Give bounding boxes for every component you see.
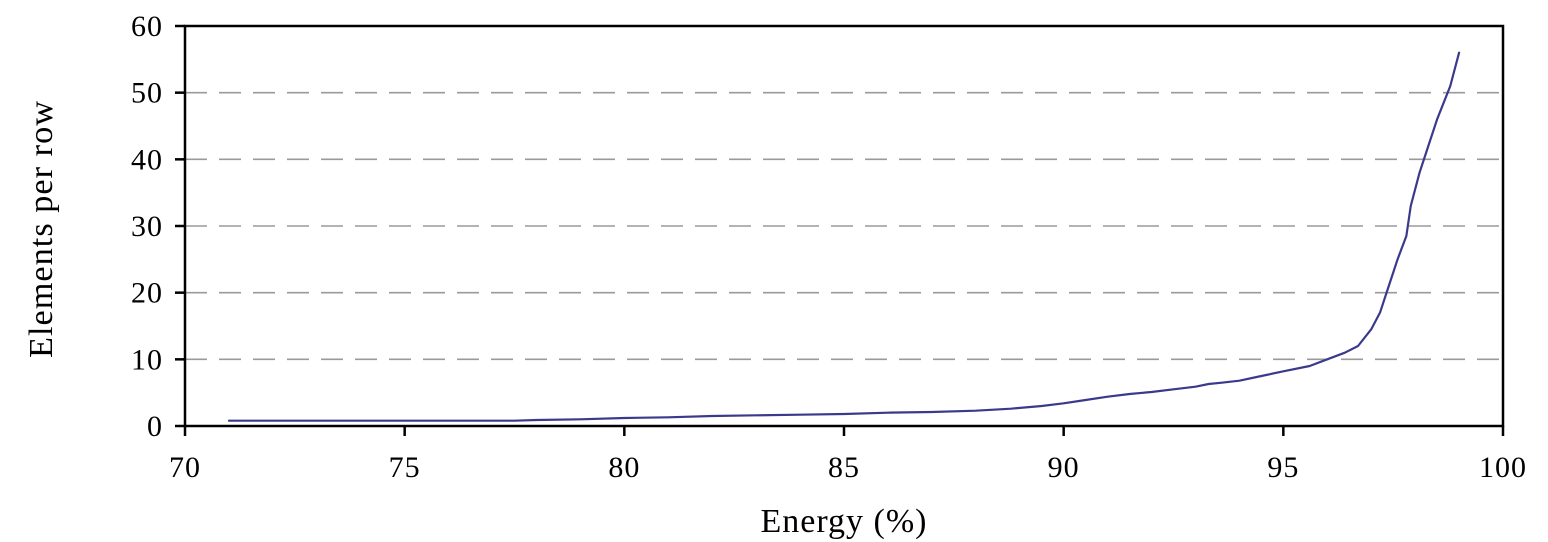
y-tick-label: 50 [131, 77, 163, 110]
y-tick-label: 20 [131, 277, 163, 310]
x-tick-label: 90 [1048, 451, 1080, 484]
y-tick-label: 0 [147, 410, 163, 443]
x-tick-label: 75 [389, 451, 421, 484]
y-tick-label: 40 [131, 143, 163, 176]
series-lines [227, 51, 1461, 422]
y-axis-title: Elements per row [23, 100, 60, 358]
x-tick-label: 95 [1267, 451, 1299, 484]
gridlines [185, 91, 1503, 361]
y-axis-ticks: 0 10 20 30 40 50 60 [131, 10, 185, 443]
x-tick-label: 100 [1479, 451, 1527, 484]
x-tick-label: 70 [169, 451, 201, 484]
series-line-0 [227, 51, 1461, 422]
y-tick-label: 30 [131, 210, 163, 243]
x-axis-ticks: 70 75 80 85 90 95 100 [169, 426, 1527, 484]
y-tick-label: 60 [131, 10, 163, 43]
y-tick-label: 10 [131, 343, 163, 376]
x-axis-title: Energy (%) [760, 503, 927, 540]
x-tick-label: 85 [828, 451, 860, 484]
x-tick-label: 80 [608, 451, 640, 484]
